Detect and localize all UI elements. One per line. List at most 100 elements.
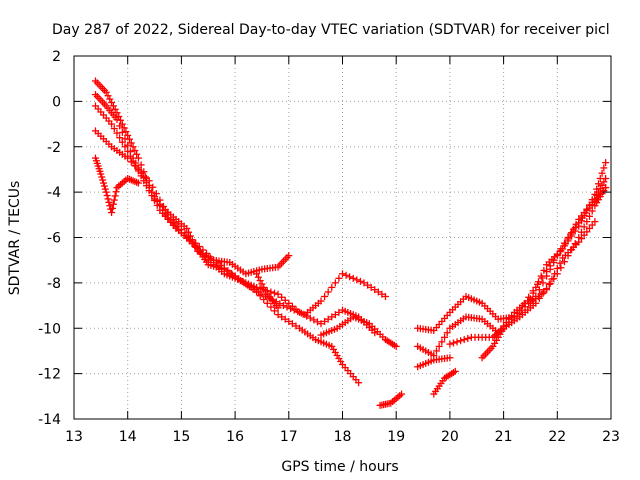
x-tick-label: 21 <box>495 429 513 445</box>
x-tick-label: 15 <box>172 429 190 445</box>
data-point <box>539 279 547 287</box>
data-point <box>270 289 278 297</box>
data-point <box>529 287 537 295</box>
data-point <box>290 306 298 314</box>
data-point <box>575 219 583 227</box>
data-point <box>104 195 112 203</box>
data-point <box>167 215 175 223</box>
y-tick-label: -12 <box>38 367 61 383</box>
x-tick-label: 19 <box>387 429 405 445</box>
data-point <box>110 196 118 204</box>
data-point <box>108 209 116 217</box>
data-point <box>156 196 164 204</box>
data-point <box>331 279 339 287</box>
x-tick-label: 22 <box>548 429 566 445</box>
data-point <box>134 179 142 187</box>
data-point <box>183 224 191 232</box>
data-point <box>97 170 105 178</box>
data-point <box>443 329 451 337</box>
data-point <box>188 236 196 244</box>
data-point <box>102 188 110 196</box>
data-point <box>98 173 106 181</box>
data-point <box>283 303 291 311</box>
data-point <box>381 292 389 300</box>
data-point <box>520 300 528 308</box>
data-point <box>122 128 130 136</box>
data-point <box>206 253 214 261</box>
x-tick-label: 13 <box>65 429 83 445</box>
data-point <box>571 240 579 248</box>
data-point <box>133 150 141 158</box>
data-point <box>263 299 271 307</box>
y-tick-label: -4 <box>47 185 61 201</box>
series-track-o <box>526 218 599 307</box>
y-axis-label: SDTVAR / TECUs <box>7 181 23 296</box>
data-point <box>453 338 461 346</box>
data-point <box>100 179 108 187</box>
data-point <box>446 340 454 348</box>
data-point <box>392 342 400 350</box>
data-point <box>279 302 287 310</box>
data-point <box>331 311 339 319</box>
data-point <box>127 139 135 147</box>
data-point <box>278 293 286 301</box>
data-point <box>142 173 150 181</box>
data-point <box>134 165 142 173</box>
series-track-g <box>317 313 400 350</box>
data-point <box>560 258 568 266</box>
data-point <box>213 259 221 267</box>
data-point <box>131 147 139 155</box>
data-point <box>105 198 113 206</box>
data-point <box>170 219 178 227</box>
data-point <box>149 183 157 191</box>
data-point <box>349 274 357 282</box>
data-point <box>560 239 568 247</box>
data-point <box>553 265 561 273</box>
axis-ticks: 13 14 15 16 17 18 19 20 21 22 2320-2-4-6-8-10-12-1… <box>38 49 620 445</box>
data-point <box>551 270 559 278</box>
data-point <box>138 169 146 177</box>
data-point <box>192 239 200 247</box>
data-point <box>342 271 350 279</box>
x-tick-label: 16 <box>226 429 244 445</box>
data-point <box>367 283 375 291</box>
data-point <box>145 187 153 195</box>
series-track-k <box>414 354 454 371</box>
data-point <box>317 320 325 328</box>
x-tick-label: 20 <box>441 429 459 445</box>
data-point <box>580 223 588 231</box>
data-point <box>593 185 601 193</box>
data-point <box>438 338 446 346</box>
grid <box>74 56 611 419</box>
data-point <box>297 309 305 317</box>
data-point <box>294 308 302 316</box>
data-point <box>328 283 336 291</box>
data-point <box>195 243 203 251</box>
y-tick-label: -10 <box>38 321 61 337</box>
data-point <box>245 283 253 291</box>
chart-title: Day 287 of 2022, Sidereal Day-to-day VTE… <box>52 22 610 38</box>
data-point <box>598 169 606 177</box>
data-point <box>546 280 554 288</box>
data-point <box>118 128 126 136</box>
data-point <box>152 190 160 198</box>
data-point <box>99 176 107 184</box>
data-point <box>564 234 572 241</box>
data-point <box>117 116 125 124</box>
data-point <box>571 224 579 232</box>
data-point <box>242 280 250 288</box>
data-point <box>185 232 193 240</box>
data-point <box>602 184 610 192</box>
data-point <box>116 122 124 130</box>
data-point <box>121 143 129 151</box>
data-point <box>109 200 117 208</box>
data-point <box>103 192 111 200</box>
data-point <box>594 180 602 188</box>
data-point <box>324 315 332 323</box>
x-tick-label: 14 <box>119 429 137 445</box>
data-point <box>127 158 135 166</box>
data-point <box>101 185 109 193</box>
data-point <box>124 154 132 162</box>
data-point <box>600 164 608 172</box>
